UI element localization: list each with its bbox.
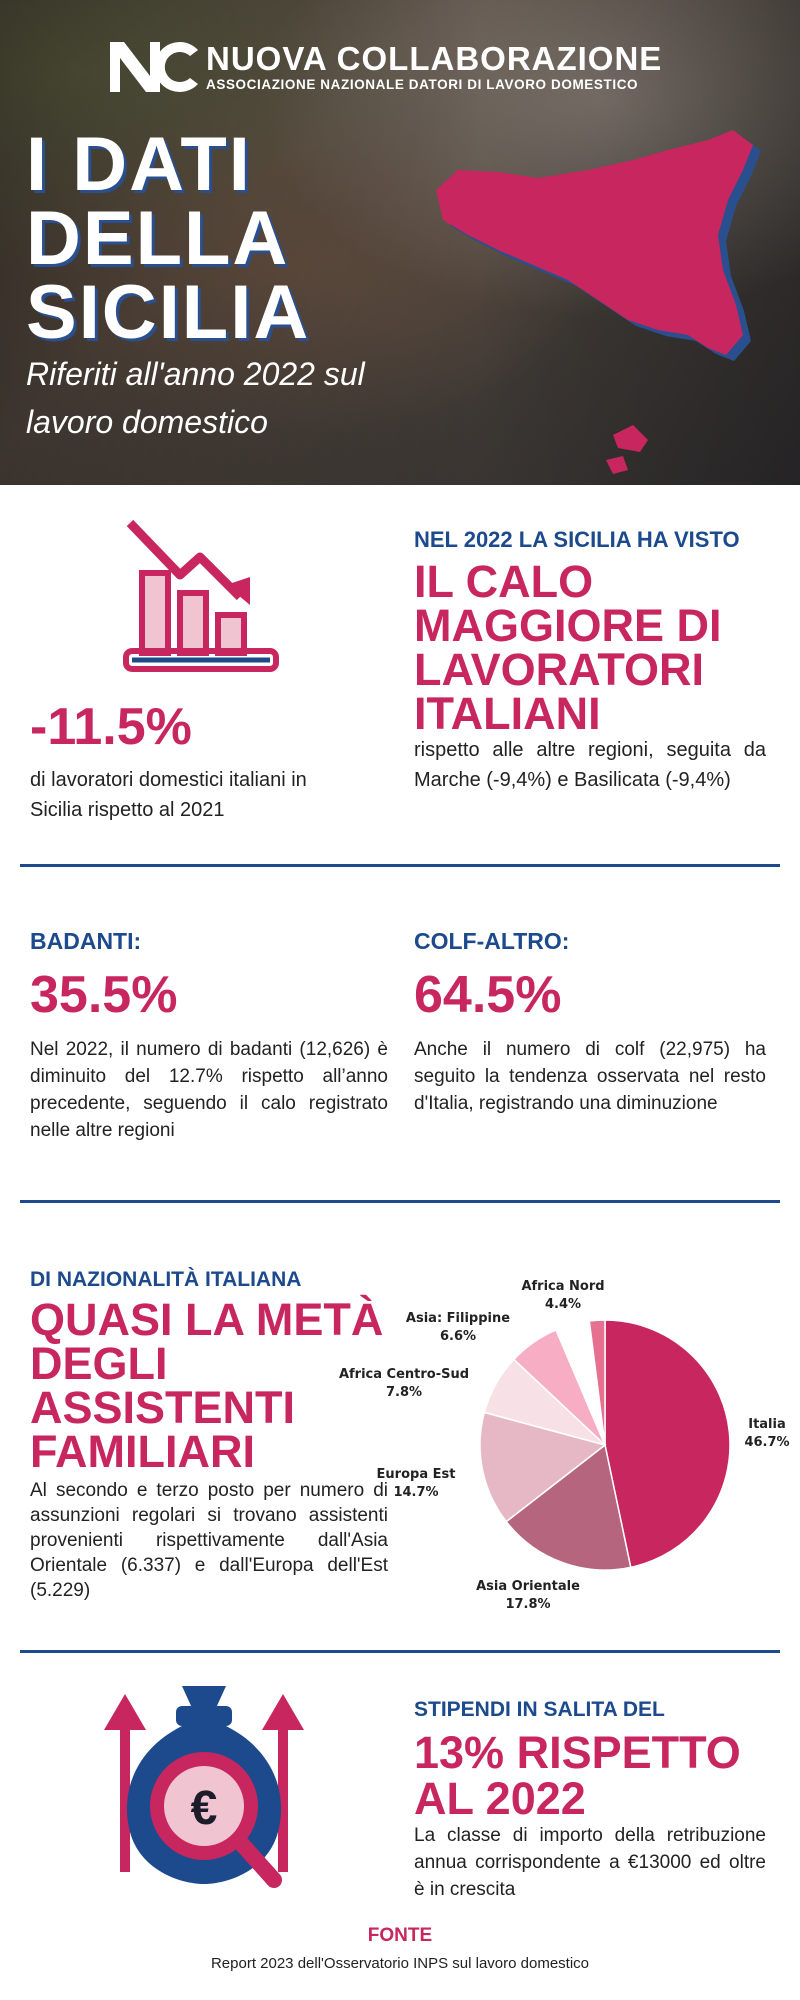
footer-source: Report 2023 dell'Osservatorio INPS sul l… xyxy=(210,1955,590,1972)
headline-line: 13% RISPETTO xyxy=(414,1727,741,1778)
title-line: SICILIA xyxy=(26,270,311,355)
section3-body: Al secondo e terzo posto per numero di a… xyxy=(30,1480,388,1601)
pie-slice-value: 14.7% xyxy=(393,1485,438,1500)
section3-kicker: DI NAZIONALITÀ ITALIANA xyxy=(30,1268,302,1291)
hero-banner: NUOVA COLLABORAZIONE ASSOCIAZIONE NAZION… xyxy=(0,0,800,485)
pie-slice-label: Asia Orientale xyxy=(476,1579,580,1594)
badanti-kicker: BADANTI: xyxy=(30,928,142,954)
colf-body: Anche il numero di colf (22,975) ha segu… xyxy=(414,1039,766,1114)
brand-name: NUOVA COLLABORAZIONE xyxy=(206,40,663,77)
section4-body: La classe di importo della retribuzione … xyxy=(414,1825,766,1900)
euro-money-bag-icon: € xyxy=(104,1686,304,1888)
pie-slice-value: 17.8% xyxy=(505,1597,550,1610)
nationality-pie-chart: Italia 46.7% Asia Orientale 17.8% Europa Est… xyxy=(339,1279,790,1610)
pie-slice-label: Africa Centro-Sud xyxy=(339,1367,469,1382)
section1-headline: IL CALO MAGGIORE DI LAVORATORI ITALIANI xyxy=(414,556,722,739)
pie-slice-label: Africa Nord xyxy=(521,1279,604,1294)
pie-slice-value: 4.4% xyxy=(545,1297,581,1312)
pie-slice-label: Europa Est xyxy=(377,1467,456,1482)
pie-slice xyxy=(479,1411,607,1523)
page-subtitle: Riferiti all'anno 2022 sul lavoro domest… xyxy=(26,356,365,440)
colf-kicker: COLF-ALTRO: xyxy=(414,928,570,954)
pie-slice-value: 6.6% xyxy=(440,1329,476,1344)
headline-line: FAMILIARI xyxy=(30,1426,255,1477)
headline-line: QUASI LA METÀ xyxy=(30,1294,384,1345)
pie-slice xyxy=(588,1319,606,1446)
badanti-body: Nel 2022, il numero di badanti (12,626) … xyxy=(30,1039,388,1141)
colf-stat: 64.5% xyxy=(414,966,562,1024)
svg-text:€: € xyxy=(191,1782,218,1835)
footer-label: FONTE xyxy=(367,1925,433,1946)
declining-bar-chart-icon xyxy=(123,519,279,672)
title-line: DELLA xyxy=(26,196,290,281)
headline-line: LAVORATORI xyxy=(414,644,704,695)
section1-body: rispetto alle altre regioni, seguita da … xyxy=(414,739,766,791)
pie-slice-label: Asia: Filippine xyxy=(406,1311,510,1326)
divider xyxy=(20,1650,780,1653)
pie-slice xyxy=(604,1319,731,1569)
nc-logo-icon xyxy=(110,42,198,92)
headline-line: MAGGIORE DI xyxy=(414,600,722,651)
title-line: I DATI xyxy=(26,122,252,207)
headline-line: AL 2022 xyxy=(414,1773,586,1824)
brand-subtitle: ASSOCIAZIONE NAZIONALE DATORI DI LAVORO … xyxy=(206,77,639,92)
badanti-stat: 35.5% xyxy=(30,966,178,1024)
stat-decline: -11.5% xyxy=(30,698,192,756)
sicily-map-icon xyxy=(436,130,761,474)
divider xyxy=(20,1200,780,1203)
divider xyxy=(20,864,780,867)
section1-kicker: NEL 2022 LA SICILIA HA VISTO xyxy=(414,527,740,552)
headline-line: ASSISTENTI xyxy=(30,1382,296,1433)
section4-kicker: STIPENDI IN SALITA DEL xyxy=(414,1698,665,1721)
pie-slice-value: 46.7% xyxy=(744,1435,789,1450)
pie-slice-label: Italia xyxy=(748,1417,786,1432)
page-title: I DATI DELLA SICILIA xyxy=(26,122,311,355)
pie-slice xyxy=(505,1443,632,1571)
pie-slice-value: 7.8% xyxy=(386,1385,422,1400)
headline-line: IL CALO xyxy=(414,556,594,607)
section4-headline: 13% RISPETTO AL 2022 xyxy=(414,1730,741,1822)
headline-line: ITALIANI xyxy=(414,688,601,739)
stat-decline-description: di lavoratori domestici italiani in Sici… xyxy=(30,769,307,821)
section3-headline: QUASI LA METÀ DEGLI ASSISTENTI FAMILIARI xyxy=(30,1294,384,1477)
headline-line: DEGLI xyxy=(30,1338,168,1389)
